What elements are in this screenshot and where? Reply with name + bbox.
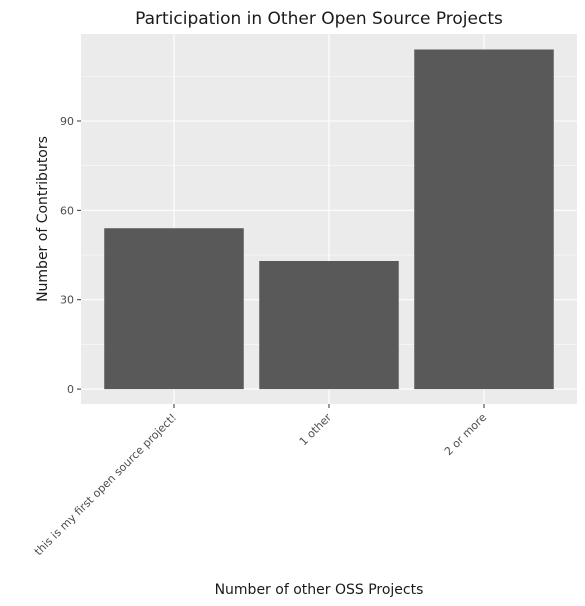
- y-tick-label: 90: [60, 115, 74, 128]
- bars: [104, 49, 554, 390]
- x-axis-title: Number of other OSS Projects: [215, 582, 424, 598]
- x-tick-label: 2 or more: [442, 411, 489, 458]
- y-tick-label: 0: [67, 383, 74, 396]
- bar-2: [259, 261, 399, 390]
- chart-title: Participation in Other Open Source Proje…: [135, 9, 503, 29]
- y-axis-title: Number of Contributors: [35, 136, 51, 302]
- y-axis: 0 30 60 90: [60, 115, 81, 396]
- x-tick-label: this is my first open source project!: [32, 411, 179, 558]
- y-tick-label: 60: [60, 204, 74, 217]
- bar-3: [414, 49, 554, 390]
- x-tick-label: 1 other: [297, 411, 335, 449]
- y-tick-label: 30: [60, 294, 74, 307]
- x-axis: this is my first open source project! 1 o…: [32, 404, 489, 558]
- bar-1: [104, 228, 244, 390]
